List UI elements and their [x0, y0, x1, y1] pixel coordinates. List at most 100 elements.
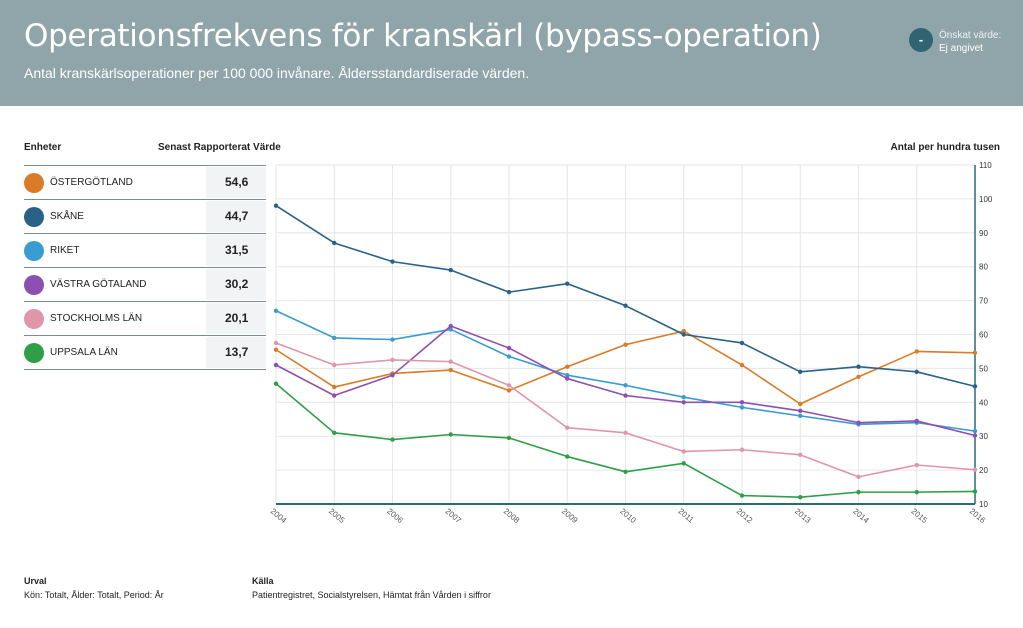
legend-latest-value: 54,6 — [206, 167, 266, 198]
data-point — [390, 437, 395, 442]
data-point — [506, 388, 512, 393]
legend-unit-name: UPPSALA LÄN — [50, 347, 118, 358]
legend-row[interactable]: STOCKHOLMS LÄN 20,1 — [24, 302, 266, 336]
legend-unit-name: STOCKHOLMS LÄN — [50, 313, 143, 324]
selection-label: Urval — [24, 576, 47, 586]
data-point — [390, 372, 395, 378]
legend-color-dot — [24, 309, 44, 329]
legend-row[interactable]: ÖSTERGÖTLAND 54,6 — [24, 166, 266, 200]
data-point — [972, 428, 978, 434]
data-point — [856, 420, 861, 425]
data-point — [798, 413, 803, 419]
y-tick-label: 70 — [979, 297, 988, 306]
data-point — [914, 369, 919, 374]
legend-color-dot — [24, 275, 44, 295]
data-point — [506, 354, 512, 359]
data-point — [506, 345, 512, 351]
legend-row[interactable]: SKÅNE 44,7 — [24, 200, 266, 234]
data-point — [623, 430, 628, 436]
data-point — [856, 374, 861, 380]
legend-latest-value: 30,2 — [206, 269, 266, 300]
x-tick-label: 2008 — [502, 507, 522, 526]
x-tick-label: 2014 — [851, 507, 871, 526]
data-point — [681, 449, 686, 454]
legend-color-dot — [24, 173, 44, 193]
data-point — [565, 364, 570, 369]
data-point — [798, 401, 803, 407]
data-point — [623, 469, 628, 474]
x-tick-label: 2006 — [385, 507, 405, 526]
legend-value-header: Senast Rapporterat Värde — [158, 142, 281, 153]
data-point — [972, 467, 978, 472]
x-tick-label: 2010 — [618, 507, 638, 526]
header-banner: Operationsfrekvens för kranskärl (bypass… — [0, 0, 1023, 106]
data-point — [273, 340, 279, 346]
legend-color-dot — [24, 241, 44, 261]
y-tick-label: 110 — [979, 161, 992, 170]
legend-units-header: Enheter — [24, 142, 62, 153]
data-point — [565, 372, 570, 378]
legend-unit-name: RIKET — [50, 245, 80, 256]
legend-row[interactable]: VÄSTRA GÖTALAND 30,2 — [24, 268, 266, 302]
legend-color-dot — [24, 207, 44, 227]
x-tick-label: 2011 — [676, 507, 695, 525]
data-point — [332, 240, 337, 246]
x-tick-label: 2004 — [269, 507, 289, 526]
legend-latest-value: 13,7 — [206, 337, 266, 368]
y-tick-label: 90 — [979, 229, 988, 238]
data-point — [448, 359, 453, 364]
data-point — [448, 367, 453, 373]
page-title: Operationsfrekvens för kranskärl (bypass… — [24, 18, 822, 54]
data-point — [681, 395, 686, 400]
selection-text: Kön: Totalt, Ålder: Totalt, Period: År — [24, 590, 164, 600]
data-point — [798, 369, 803, 374]
data-point — [332, 384, 337, 390]
data-point — [332, 393, 337, 398]
data-point — [390, 259, 395, 264]
y-tick-label: 50 — [979, 364, 988, 373]
legend-unit-name: SKÅNE — [50, 211, 84, 222]
data-point — [273, 381, 279, 386]
data-point — [972, 384, 978, 389]
data-point — [739, 340, 745, 346]
data-point — [856, 364, 861, 369]
data-point — [390, 337, 395, 342]
x-tick-label: 2013 — [793, 507, 813, 526]
data-point — [332, 430, 337, 436]
legend-unit-name: VÄSTRA GÖTALAND — [50, 279, 147, 290]
legend-row[interactable]: RIKET 31,5 — [24, 234, 266, 268]
data-point — [448, 267, 453, 273]
source-text: Patientregistret, Socialstyrelsen, Hämta… — [252, 590, 491, 600]
data-point — [681, 461, 686, 466]
data-point — [856, 489, 861, 495]
y-tick-label: 30 — [979, 432, 988, 441]
data-point — [739, 400, 745, 405]
legend-row[interactable]: UPPSALA LÄN 13,7 — [24, 336, 266, 370]
data-point — [739, 405, 745, 410]
data-point — [798, 495, 803, 500]
legend-latest-value: 31,5 — [206, 235, 266, 266]
data-point — [332, 362, 337, 368]
data-point — [273, 308, 279, 313]
data-point — [623, 383, 628, 388]
x-tick-label: 2016 — [968, 507, 988, 526]
data-point — [972, 489, 978, 494]
data-point — [914, 489, 919, 495]
data-point — [681, 400, 686, 405]
y-tick-label: 10 — [979, 500, 988, 509]
data-point — [739, 447, 745, 452]
data-point — [273, 203, 279, 208]
legend-color-dot — [24, 343, 44, 363]
x-tick-label: 2005 — [327, 507, 347, 526]
page-subtitle: Antal kranskärlsoperationer per 100 000 … — [24, 65, 530, 81]
data-point — [448, 327, 453, 332]
data-point — [565, 425, 570, 430]
legend-latest-value: 44,7 — [206, 201, 266, 232]
y-tick-label: 40 — [979, 398, 988, 407]
y-tick-label: 20 — [979, 466, 988, 475]
y-tick-label: 100 — [979, 195, 993, 204]
x-tick-label: 2012 — [735, 507, 755, 526]
data-point — [390, 357, 395, 363]
source-label: Källa — [252, 576, 274, 586]
data-point — [856, 474, 861, 480]
